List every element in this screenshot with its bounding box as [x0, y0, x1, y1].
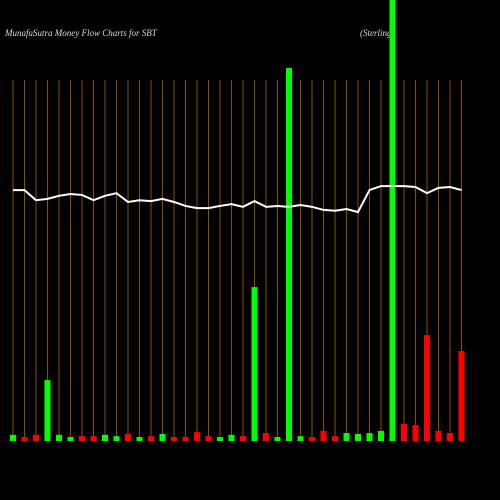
bar — [228, 434, 235, 441]
bar — [355, 433, 361, 441]
bar — [21, 437, 28, 441]
bar — [286, 67, 292, 441]
bar — [194, 432, 200, 441]
bar — [320, 430, 327, 441]
bar — [171, 437, 177, 441]
bar — [297, 436, 304, 441]
bar — [125, 433, 131, 441]
bar — [217, 437, 223, 441]
money-flow-line — [13, 185, 462, 214]
bar — [33, 434, 39, 441]
bar — [251, 287, 258, 441]
bar — [435, 430, 442, 441]
bar — [343, 433, 350, 441]
chart-title: MunafaSutra Money Flow Charts for SBT — [4, 28, 158, 38]
bar — [44, 380, 51, 441]
bar — [56, 434, 62, 441]
bar — [205, 436, 212, 441]
bar — [148, 436, 154, 441]
bar — [113, 436, 120, 441]
bar — [159, 433, 166, 441]
bar — [79, 436, 85, 441]
chart-subtitle: (Sterling — [360, 28, 392, 38]
bar — [378, 430, 384, 441]
bar — [10, 434, 16, 441]
bar — [263, 433, 269, 441]
bar — [458, 351, 465, 441]
bar — [240, 436, 246, 441]
bar — [102, 434, 108, 441]
bar — [136, 437, 143, 441]
bar — [90, 436, 97, 441]
bar — [67, 437, 74, 441]
bar — [332, 436, 338, 441]
bar — [412, 425, 419, 441]
bar — [274, 437, 281, 441]
bar — [389, 0, 396, 441]
bar — [424, 335, 430, 441]
bar — [182, 437, 189, 441]
bar — [401, 423, 407, 441]
bar — [309, 437, 315, 441]
bar — [366, 433, 373, 441]
bar — [447, 433, 453, 441]
